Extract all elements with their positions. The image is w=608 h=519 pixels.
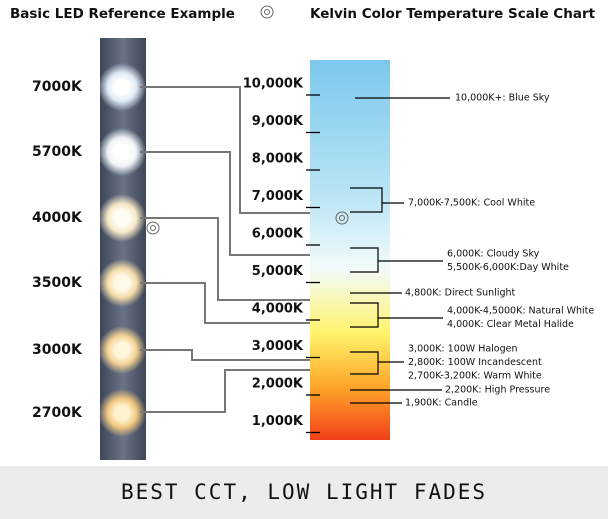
left-title: Basic LED Reference Example bbox=[10, 6, 235, 22]
footer-text: BEST CCT, LOW LIGHT FADES bbox=[121, 480, 487, 504]
annotation: 3,000K: 100W Halogen bbox=[408, 344, 518, 355]
scale-tick-label: 4,000K bbox=[252, 302, 304, 317]
annotation: 5,500K-6,000K:Day White bbox=[447, 262, 569, 273]
led-glow bbox=[98, 259, 146, 307]
led-group bbox=[98, 63, 146, 437]
annotation: 6,000K: Cloudy Sky bbox=[447, 249, 540, 260]
led-label: 3500K bbox=[32, 275, 83, 291]
led-glow bbox=[98, 194, 146, 242]
led-glow bbox=[98, 389, 146, 437]
led-label: 5700K bbox=[32, 144, 83, 160]
annotation: 4,000K: Clear Metal Halide bbox=[447, 319, 574, 330]
led-label: 7000K bbox=[32, 79, 83, 95]
led-label: 3000K bbox=[32, 342, 83, 358]
annotation: 1,900K: Candle bbox=[405, 398, 478, 409]
footer-band bbox=[0, 466, 608, 519]
annotation: 2,800K: 100W Incandescent bbox=[408, 357, 542, 368]
led-label: 2700K bbox=[32, 405, 83, 421]
scale-tick-label: 7,000K bbox=[252, 189, 304, 204]
led-glow bbox=[98, 128, 146, 176]
scale-tick-label: 10,000K bbox=[243, 77, 304, 92]
scale-tick-label: 3,000K bbox=[252, 339, 304, 354]
annotation: 2,700K-3,200K: Warm White bbox=[408, 371, 542, 382]
annotation: 4,800K: Direct Sunlight bbox=[405, 288, 516, 299]
kelvin-scale bbox=[310, 60, 390, 440]
annotation: 2,200K: High Pressure bbox=[445, 385, 550, 396]
scale-ticks: 10,000K 9,000K 8,000K 7,000K 6,000K 5,000K 4,0… bbox=[243, 77, 320, 434]
annotation: 10,000K+: Blue Sky bbox=[455, 93, 550, 104]
target-icon bbox=[335, 211, 349, 225]
right-title: Kelvin Color Temperature Scale Chart bbox=[310, 6, 596, 22]
scale-tick-label: 6,000K bbox=[252, 227, 304, 242]
scale-tick-label: 8,000K bbox=[252, 152, 304, 167]
scale-tick-label: 5,000K bbox=[252, 264, 304, 279]
connectors bbox=[140, 86, 318, 413]
annotation-pointers bbox=[350, 97, 450, 404]
annotations: 10,000K+: Blue Sky 7,000K-7,500K: Cool Wh… bbox=[405, 93, 594, 409]
scale-tick-label: 2,000K bbox=[252, 377, 304, 392]
led-glow bbox=[98, 326, 146, 374]
target-icon bbox=[260, 5, 274, 19]
scale-tick-label: 9,000K bbox=[252, 114, 304, 129]
annotation: 4,000K-4,5000K: Natural White bbox=[447, 306, 594, 317]
led-label: 4000K bbox=[32, 210, 83, 226]
led-glow bbox=[98, 63, 146, 111]
annotation: 7,000K-7,500K: Cool White bbox=[408, 198, 535, 209]
scale-tick-label: 1,000K bbox=[252, 414, 304, 429]
